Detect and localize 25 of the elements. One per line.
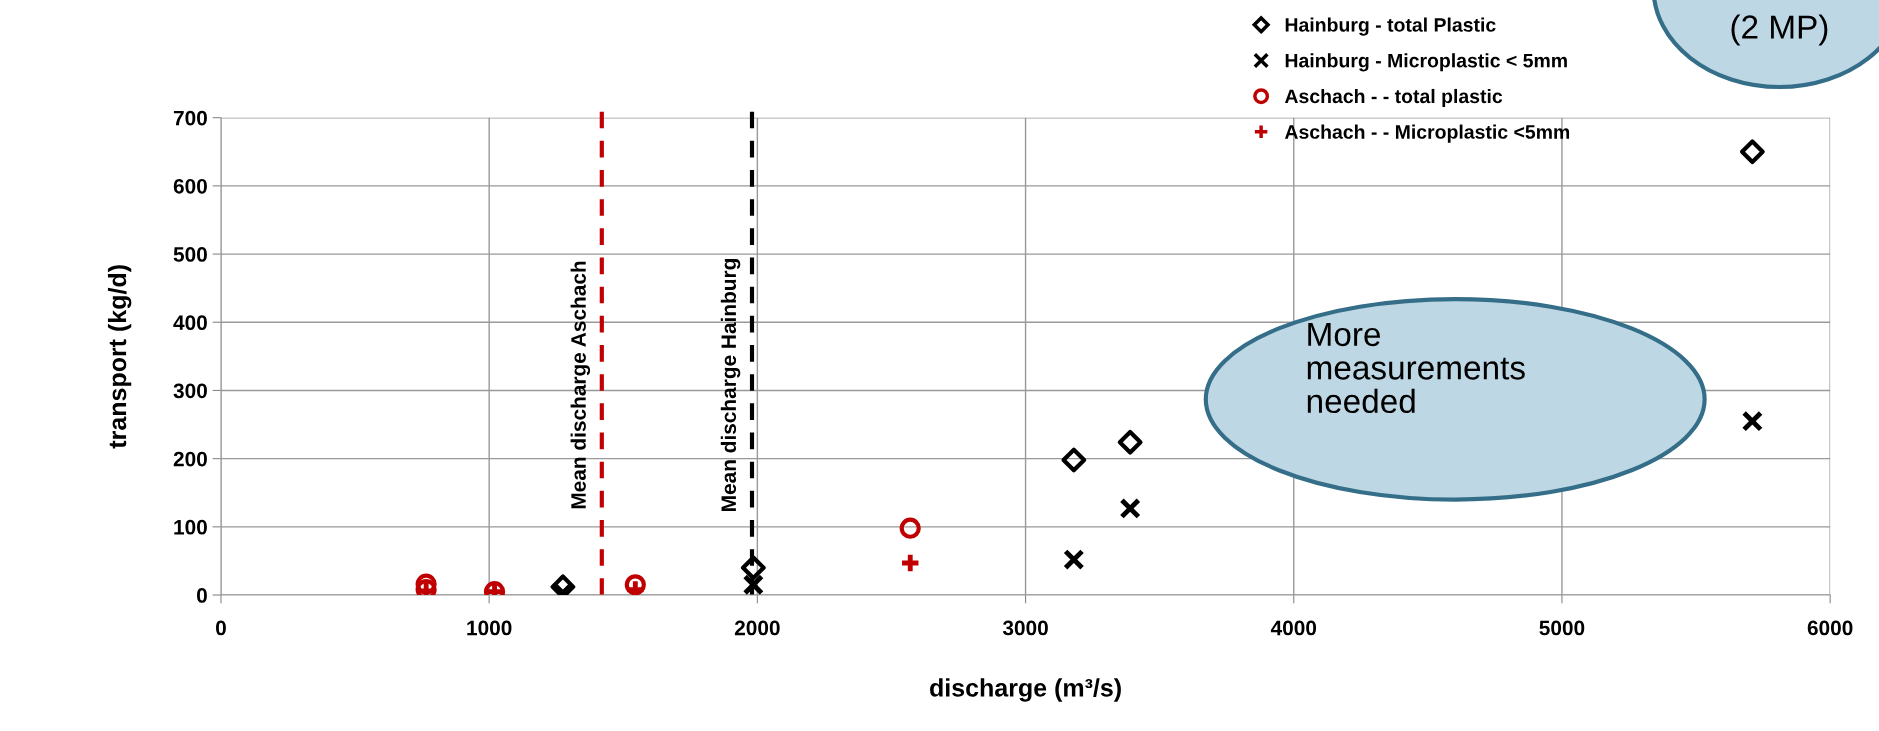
x-tick-label: 2000	[734, 620, 780, 636]
x-tick-label: 6000	[1807, 620, 1853, 636]
y-axis-title: transport (kg/d)	[107, 265, 132, 449]
y-tick-label: 300	[173, 383, 207, 399]
annotation: More measurements needed	[1307, 322, 1525, 414]
y-tick-label: 700	[173, 110, 207, 126]
y-tick-label: 200	[173, 451, 207, 467]
legend-label: Hainburg - Microplastic < 5mm	[1285, 53, 1567, 72]
x-tick-label: 0	[216, 620, 226, 636]
text: (2 MP)	[1731, 14, 1828, 46]
legend-label: Hainburg - total Plastic	[1285, 17, 1496, 36]
x-tick-label: 3000	[1002, 620, 1048, 636]
ref-line-label: Mean discharge Hainburg	[720, 259, 741, 511]
x-tick-label: 4000	[1270, 620, 1317, 636]
y-tick-label: 500	[173, 247, 207, 262]
y-tick-label: 100	[174, 519, 207, 535]
x-axis-title: discharge (m³/s)	[930, 678, 1121, 702]
y-tick-label: 400	[173, 315, 207, 331]
legend-label: Aschach - - Microplastic <5mm	[1284, 124, 1570, 143]
legend-label: Aschach - - total plastic	[1284, 88, 1503, 108]
x-tick-label: 5000	[1539, 620, 1585, 636]
y-tick-label: 600	[173, 178, 207, 194]
x-tick-label: 1000	[467, 620, 512, 636]
ref-line-label: Mean discharge Aschach	[570, 261, 591, 509]
y-tick-label: 0	[197, 588, 207, 603]
